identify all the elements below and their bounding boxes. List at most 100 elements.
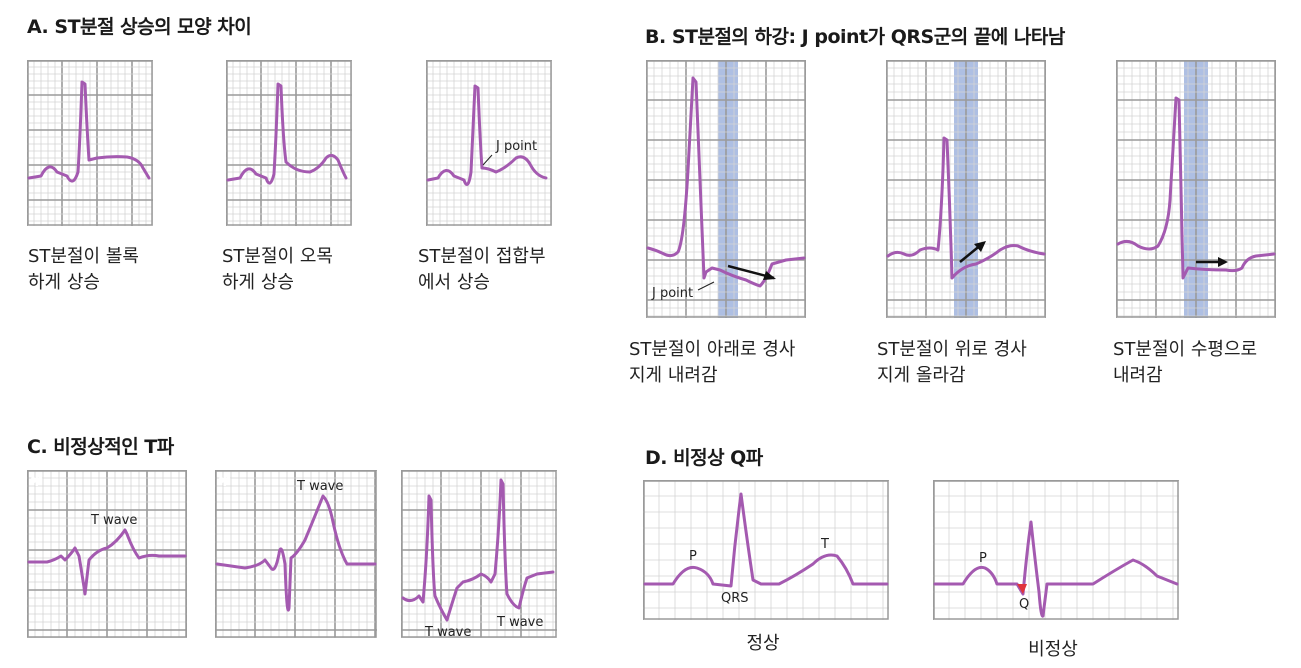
grid-lines [27, 60, 153, 226]
corner-star-icon: ✱ [218, 471, 231, 490]
grid-border [215, 470, 377, 638]
caption-b2-line2: 지게 올라감 [877, 365, 966, 386]
ecg-panel-b3 [1116, 60, 1276, 318]
caption-a2: ST분절이 오목 하게 상승 [222, 244, 333, 296]
ecg-trace-a3 [426, 84, 548, 186]
grid-border [226, 60, 352, 226]
grid-lines: ✱ [27, 470, 187, 638]
caption-a3-line1: ST분절이 접합부 [418, 246, 546, 267]
caption-a1-line2: 하게 상승 [28, 272, 100, 293]
caption-a3-line2: 에서 상승 [418, 272, 490, 293]
ecg-trace-b2 [886, 136, 1046, 280]
ecg-grid-d2: P Q [933, 480, 1179, 620]
section-d-title: D. 비정상 Q파 [645, 447, 763, 469]
ecg-trace-a2 [226, 82, 348, 185]
t-wave-label-c3: T wave [424, 625, 471, 638]
grid-border [643, 480, 889, 620]
ecg-panel-a2 [226, 60, 352, 226]
section-c-title: C. 비정상적인 T파 [27, 436, 174, 458]
ecg-grid-d1: P QRS T [643, 480, 889, 620]
ecg-panel-d2: P Q [933, 480, 1179, 620]
ecg-grid-a1 [27, 60, 153, 226]
grid-border [426, 60, 552, 226]
caption-d2-text: 비정상 [1028, 639, 1078, 660]
t-wave-label-c4: T wave [496, 615, 543, 630]
grid-border [27, 470, 187, 638]
grid-lines [401, 470, 557, 638]
ecg-trace-c2 [215, 494, 377, 612]
corner-star-icon: ✱ [30, 471, 43, 490]
caption-d2: 비정상 [1013, 637, 1093, 663]
ecg-trace-d1 [643, 492, 889, 588]
ecg-panel-b1: J point [646, 60, 806, 318]
grid-lines [933, 480, 1179, 620]
t-wave-label-c1: T wave [90, 513, 137, 528]
grid-border [1116, 60, 1276, 318]
ecg-trace-c3 [401, 478, 555, 622]
ecg-panel-c3: T wave T wave [401, 470, 557, 638]
caption-b3-line2: 내려감 [1113, 365, 1163, 386]
j-point-label-b: J point [651, 286, 693, 301]
grid-lines [646, 60, 806, 318]
caption-b2-line1: ST분절이 위로 경사 [877, 339, 1027, 360]
ecg-panel-a1 [27, 60, 153, 226]
p-label-normal: P [689, 549, 697, 564]
section-a-title: A. ST분절 상승의 모양 차이 [27, 16, 252, 38]
ecg-trace-a1 [27, 80, 151, 183]
caption-a1: ST분절이 볼록 하게 상승 [28, 244, 139, 296]
caption-b1: ST분절이 아래로 경사 지게 내려감 [629, 337, 795, 389]
ecg-grid-b1: J point [646, 60, 806, 318]
p-label-abnormal: P [979, 551, 987, 566]
ecg-panel-b2 [886, 60, 1046, 318]
q-marker-d2 [1017, 584, 1027, 594]
arrow-head-b3 [1218, 257, 1228, 267]
grid-lines [1116, 60, 1276, 318]
grid-border [401, 470, 557, 638]
ecg-grid-c1: ✱ T wave [27, 470, 187, 638]
qrs-label-normal: QRS [721, 591, 749, 606]
ecg-grid-c3: T wave T wave [401, 470, 557, 638]
grid-border [886, 60, 1046, 318]
caption-b3: ST분절이 수평으로 내려감 [1113, 337, 1257, 389]
ecg-trace-b1 [646, 76, 806, 288]
ecg-trace-c1 [27, 528, 187, 596]
grid-border [933, 480, 1179, 620]
ecg-panel-d1: P QRS T [643, 480, 889, 620]
arrow-head-b1 [763, 271, 776, 280]
caption-a2-line2: 하게 상승 [222, 272, 294, 293]
grid-border [27, 60, 153, 226]
ecg-trace-b3 [1116, 96, 1276, 280]
section-b-title: B. ST분절의 하강: J point가 QRS군의 끝에 나타남 [645, 26, 1065, 48]
caption-d1-text: 정상 [746, 633, 780, 654]
caption-b3-line1: ST분절이 수평으로 [1113, 339, 1258, 360]
grid-border [646, 60, 806, 318]
j-point-pointer-a [482, 154, 493, 166]
ecg-grid-a3: J point [426, 60, 552, 226]
caption-b2: ST분절이 위로 경사 지게 올라감 [877, 337, 1027, 389]
grid-lines [226, 60, 352, 226]
ecg-panel-c1: ✱ T wave [27, 470, 187, 638]
caption-b1-line1: ST분절이 아래로 경사 [629, 339, 796, 360]
ecg-grid-a2 [226, 60, 352, 226]
grid-lines: ✱ [215, 470, 377, 638]
arrow-head-b2 [974, 241, 986, 252]
j-point-pointer-b [697, 281, 715, 291]
ecg-grid-b3 [1116, 60, 1276, 318]
grid-lines [426, 60, 552, 226]
qrs-highlight-band [718, 60, 738, 318]
t-label-normal: T [820, 537, 829, 552]
t-wave-label-c2: T wave [296, 479, 343, 494]
grid-lines [643, 480, 889, 620]
ecg-panel-a3: J point [426, 60, 552, 226]
ecg-trace-d2 [933, 520, 1179, 618]
ecg-panel-c2: ✱ T wave [215, 470, 377, 638]
q-label-abnormal: Q [1019, 597, 1029, 612]
caption-b1-line2: 지게 내려감 [629, 365, 718, 386]
caption-a3: ST분절이 접합부 에서 상승 [418, 244, 546, 296]
caption-a2-line1: ST분절이 오목 [222, 246, 333, 267]
grid-lines [886, 60, 1046, 318]
ecg-grid-b2 [886, 60, 1046, 318]
j-point-label-a: J point [495, 139, 537, 154]
caption-a1-line1: ST분절이 볼록 [28, 246, 139, 267]
caption-d1: 정상 [723, 631, 803, 657]
